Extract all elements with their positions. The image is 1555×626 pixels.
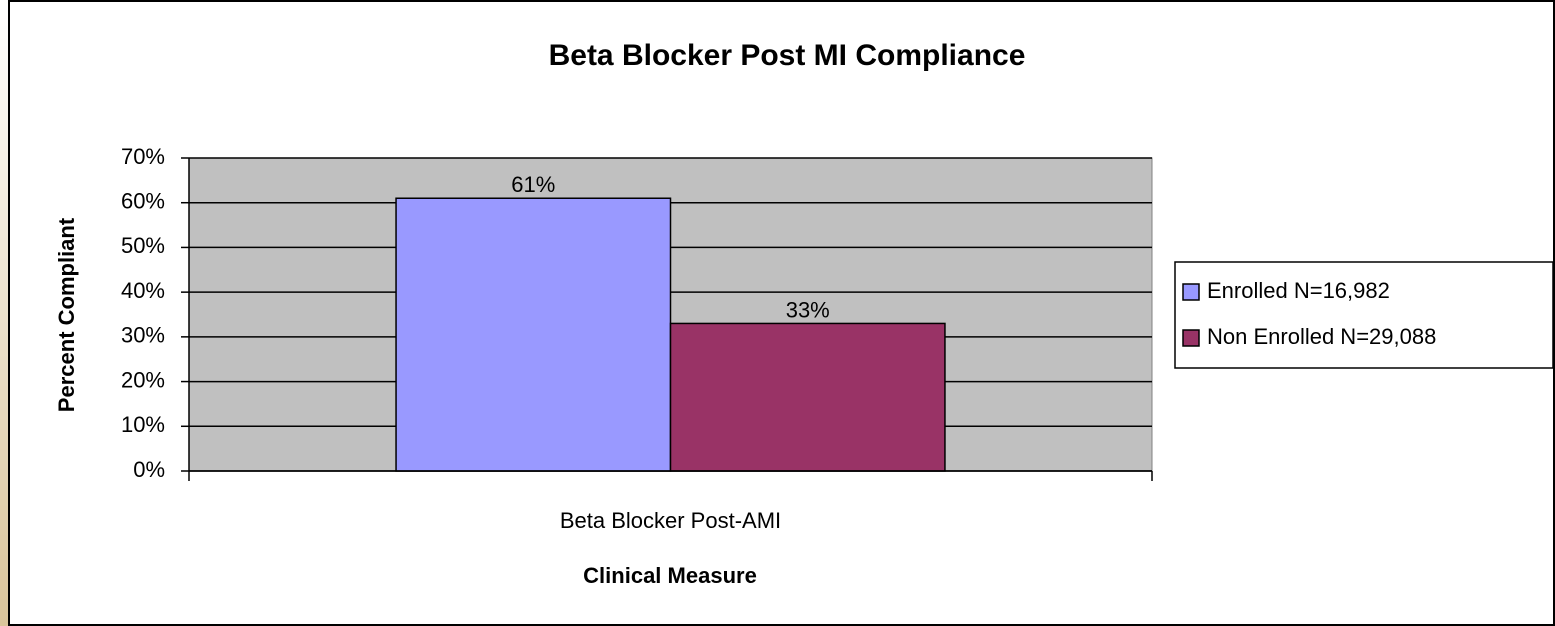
y-axis-title: Percent Compliant	[54, 217, 79, 412]
value-label: 61%	[511, 172, 555, 197]
bar	[395, 197, 672, 472]
y-tick-label: 50%	[121, 233, 165, 258]
chart-title: Beta Blocker Post MI Compliance	[549, 39, 1026, 72]
legend-label: Enrolled N=16,982	[1207, 278, 1390, 303]
legend-swatch	[1182, 329, 1200, 347]
x-axis-title: Clinical Measure	[583, 563, 757, 588]
legend-label: Non Enrolled N=29,088	[1207, 324, 1436, 349]
y-tick-label: 70%	[121, 144, 165, 169]
legend-box	[1174, 261, 1554, 369]
y-tick-label: 30%	[121, 323, 165, 348]
y-tick-label: 0%	[133, 457, 165, 482]
y-tick-label: 40%	[121, 278, 165, 303]
value-label: 33%	[786, 297, 830, 322]
bar	[669, 322, 946, 472]
y-tick-label: 20%	[121, 367, 165, 392]
x-tick-label: Beta Blocker Post-AMI	[560, 508, 781, 533]
background-strip	[0, 0, 10, 626]
y-tick-label: 60%	[121, 189, 165, 214]
legend-swatch	[1182, 283, 1200, 301]
y-tick-label: 10%	[121, 412, 165, 437]
